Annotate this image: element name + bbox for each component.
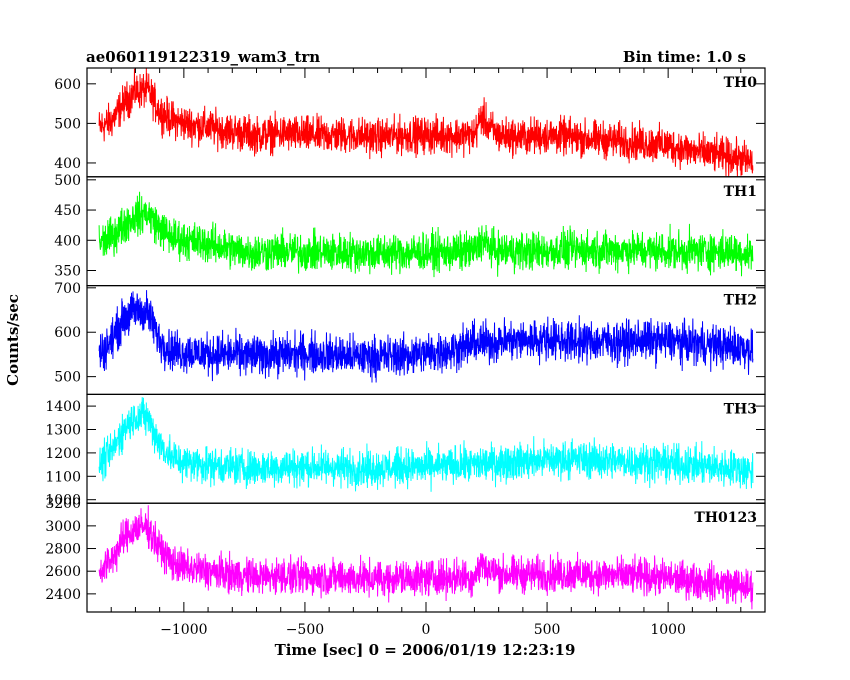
series-name-th0: TH0 (724, 75, 758, 91)
y-tick-label: 3200 (45, 496, 81, 512)
y-tick-label: 600 (54, 325, 81, 341)
y-tick-label: 500 (54, 173, 81, 189)
y-tick-label: 500 (54, 116, 81, 132)
y-tick-label: 1000 (45, 493, 81, 509)
x-tick-label: 1000 (650, 622, 686, 638)
panel-th0: 400 500 600 TH0 (54, 67, 766, 178)
x-axis-label: Time [sec] 0 = 2006/01/19 12:23:19 (275, 641, 576, 659)
series-line-th3 (98, 397, 754, 492)
panel-th2: 500 600 700 TH2 (54, 281, 766, 396)
x-tick-label: −1000 (160, 622, 207, 638)
y-tick-label: 400 (54, 156, 81, 172)
x-tick-label: 0 (422, 622, 431, 638)
y-tick-label: 3000 (45, 519, 81, 535)
chart-title: ae060119122319_wam3_trn (86, 48, 320, 66)
series-name-th2: TH2 (724, 293, 757, 309)
y-tick-label: 2400 (45, 587, 81, 603)
y-tick-label: 600 (54, 77, 81, 93)
series-name-th3: TH3 (724, 401, 757, 417)
panel-frame (86, 176, 766, 287)
y-tick-label: 1100 (45, 469, 81, 485)
x-axis-ticks: −1000 −500 0 500 1000 (110, 68, 742, 638)
y-tick-label: 1200 (45, 446, 81, 462)
y-tick-label: 2800 (45, 542, 81, 558)
series-name-th1: TH1 (724, 184, 757, 200)
panel-th3: 1000 1100 1200 1300 1400 TH3 (45, 393, 766, 509)
y-axis-label: Counts/sec (4, 294, 22, 386)
x-tick-label: 500 (534, 622, 561, 638)
y-tick-label: 400 (54, 233, 81, 249)
panel-th1: 350 400 450 500 TH1 (54, 173, 766, 287)
y-tick-label: 450 (54, 203, 81, 219)
y-tick-label: 500 (54, 370, 81, 386)
x-tick-label: −500 (286, 622, 324, 638)
chart-subtitle: Bin time: 1.0 s (623, 48, 746, 66)
series-name-th0123: TH0123 (694, 510, 757, 526)
y-tick-label: 350 (54, 263, 81, 279)
panel-th0123: 2400 2600 2800 3000 3200 TH0123 (45, 496, 766, 613)
series-line-th0123 (98, 505, 754, 610)
series-line-th0 (98, 68, 754, 177)
series-line-th1 (98, 191, 754, 278)
y-tick-label: 2600 (45, 564, 81, 580)
y-tick-label: 1300 (45, 422, 81, 438)
y-tick-label: 1400 (45, 399, 81, 415)
y-tick-label: 700 (54, 281, 81, 297)
series-line-th2 (98, 290, 754, 383)
